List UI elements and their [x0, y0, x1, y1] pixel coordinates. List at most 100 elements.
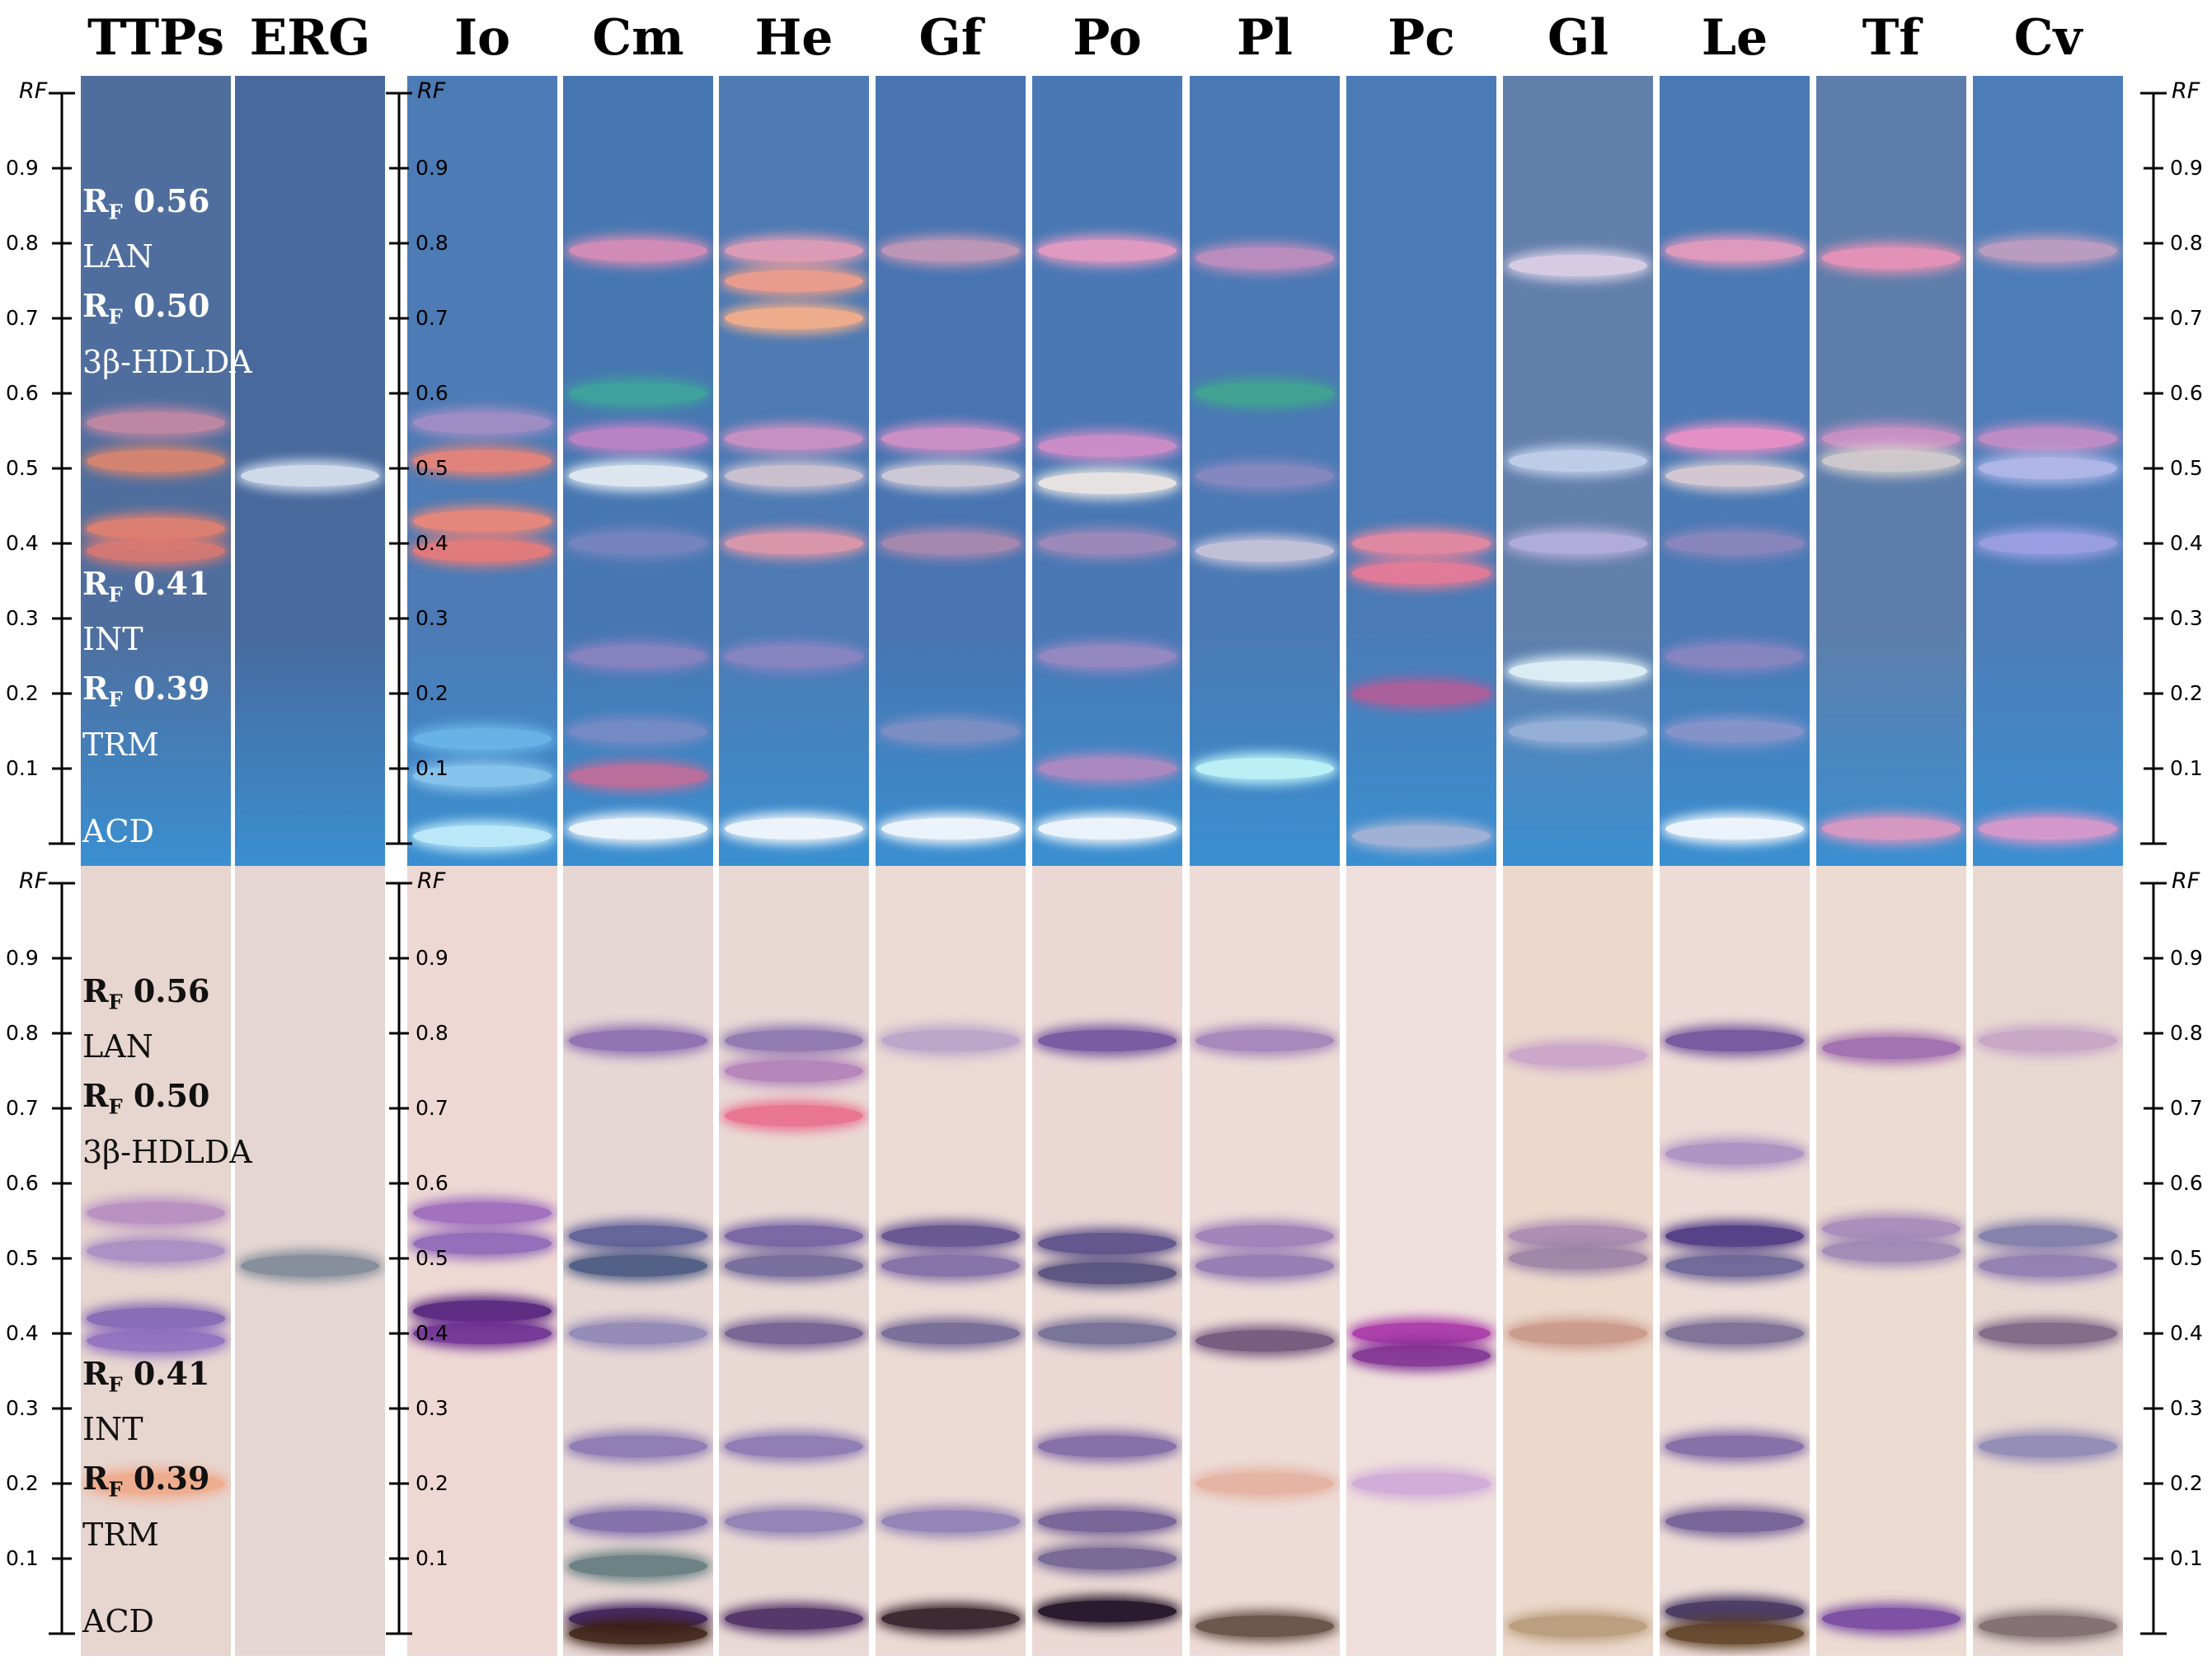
spot-band: [1038, 1510, 1176, 1532]
spot-band: [1979, 1615, 2117, 1637]
reference-rf: RF 0.41: [82, 1354, 210, 1397]
lane-vis-le: [1660, 866, 1810, 1656]
spot-band: [1509, 1248, 1647, 1269]
spot-band: [881, 533, 1020, 554]
tick-label: 0.1: [6, 756, 39, 780]
spot-band: [1038, 1600, 1176, 1622]
spot-band: [1038, 817, 1176, 840]
spot-band: [1979, 1030, 2117, 1052]
spot-band: [413, 510, 552, 532]
tick-label: 0.2: [6, 1471, 39, 1495]
spot-band: [725, 1435, 863, 1457]
spot-band: [569, 1510, 707, 1532]
lane-uv-pl: [1190, 76, 1340, 866]
tick-label: 0.2: [2170, 681, 2203, 705]
spot-band: [1352, 533, 1491, 554]
spot-band: [725, 645, 863, 667]
spot-band: [1038, 240, 1176, 262]
spot-band: [413, 1202, 552, 1225]
spot-band: [1352, 562, 1491, 585]
spot-band: [1979, 458, 2117, 479]
tick-label: 0.7: [6, 1096, 39, 1120]
tick-label: 0.7: [6, 306, 39, 330]
lane-vis-cm: [563, 866, 713, 1656]
spot-band: [1352, 1345, 1491, 1367]
spot-band: [1665, 533, 1804, 554]
spot-band: [1509, 449, 1647, 472]
spot-band: [413, 825, 552, 847]
spot-band: [881, 1510, 1020, 1532]
spot-band: [1038, 1435, 1176, 1457]
spot-band: [569, 817, 707, 840]
spot-band: [1822, 449, 1961, 472]
spot-band: [1509, 1615, 1647, 1637]
tick-label: 0.8: [2170, 231, 2203, 255]
reference-rf: RF 0.56: [82, 971, 210, 1014]
tick-label: 0.5: [2170, 456, 2203, 480]
lane-vis-pl: [1190, 866, 1340, 1656]
spot-band: [881, 817, 1020, 840]
lane-vis-he: [719, 866, 869, 1656]
spot-band: [569, 1555, 707, 1578]
reference-rf: RF 0.50: [82, 287, 210, 329]
lane-header-gf: Gf: [918, 9, 983, 67]
rf-axis-title: RF: [2172, 868, 2200, 894]
lane-uv-gf: [876, 76, 1026, 866]
lane-vis-erg: [235, 866, 385, 1656]
tick-label: 0.5: [6, 1246, 39, 1270]
spot-band: [1665, 240, 1804, 262]
spot-band: [1665, 720, 1804, 742]
spot-band: [725, 308, 863, 329]
tick-label: 0.1: [416, 756, 449, 780]
spot-band: [241, 465, 379, 487]
reference-rf: RF 0.56: [82, 181, 210, 224]
spot-band: [1665, 1142, 1804, 1164]
lane-vis-ttps: [81, 866, 231, 1656]
tick-label: 0.3: [416, 1396, 449, 1420]
tick-label: 0.1: [2170, 756, 2203, 780]
spot-band: [1195, 383, 1334, 404]
spot-band: [87, 1202, 225, 1225]
spot-band: [87, 517, 225, 539]
tick-label: 0.2: [416, 1471, 449, 1495]
lane-uv-po: [1032, 76, 1182, 866]
spot-band: [1195, 247, 1334, 270]
tick-label: 0.9: [6, 946, 39, 970]
tick-label: 0.4: [6, 531, 39, 555]
spot-band: [413, 540, 552, 562]
spot-band: [87, 1239, 225, 1262]
tick-label: 0.3: [2170, 606, 2203, 630]
lane-vis-cv: [1973, 866, 2123, 1656]
spot-band: [1665, 427, 1804, 449]
lane-uv-io: [407, 76, 557, 866]
spot-band: [1822, 817, 1961, 840]
spot-band: [725, 1323, 863, 1344]
tick-label: 0.3: [2170, 1396, 2203, 1420]
spot-band: [1822, 1217, 1961, 1239]
spot-band: [569, 240, 707, 262]
lane-uv-gl: [1503, 76, 1653, 866]
tick-label: 0.4: [6, 1321, 39, 1345]
reference-rf: RF 0.41: [82, 564, 210, 607]
tick-label: 0.3: [6, 1396, 39, 1420]
spot-band: [725, 1105, 863, 1127]
spot-band: [725, 427, 863, 449]
reference-compound-name: 3β-HDLDA: [82, 1133, 252, 1170]
lane-header-le: Le: [1701, 9, 1768, 67]
lane-header-erg: ERG: [249, 9, 371, 67]
spot-band: [87, 1330, 225, 1352]
reference-note-vis: ACD: [82, 1599, 154, 1644]
tick-label: 0.2: [2170, 1471, 2203, 1495]
reference-rf: RF 0.50: [82, 1077, 210, 1119]
spot-band: [1038, 1548, 1176, 1569]
lane-header-gl: Gl: [1547, 9, 1609, 67]
reference-compound-name: LAN: [82, 238, 153, 275]
spot-band: [881, 240, 1020, 262]
tick-label: 0.6: [6, 381, 39, 405]
spot-band: [725, 817, 863, 840]
reference-compound-name: TRM: [82, 726, 159, 763]
